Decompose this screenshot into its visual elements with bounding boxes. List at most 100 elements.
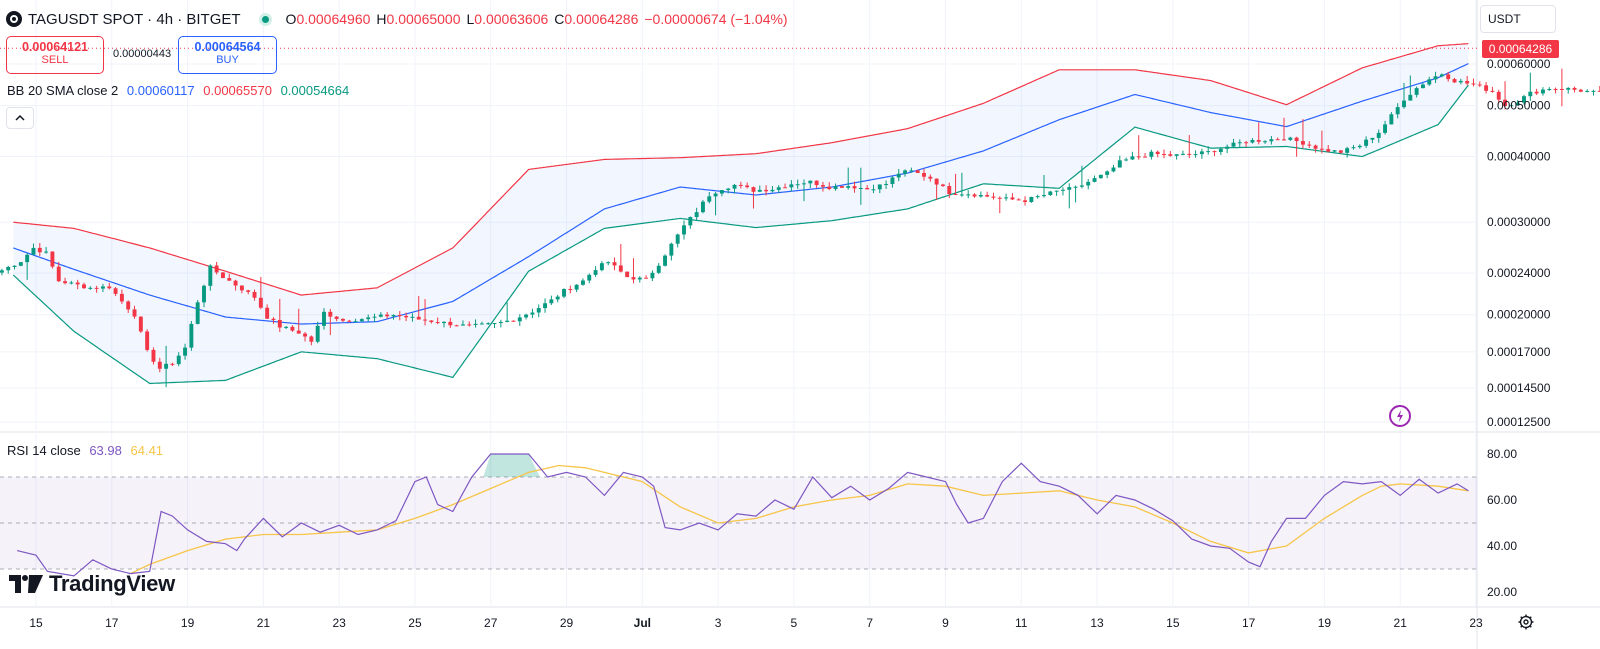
candle	[1187, 135, 1192, 159]
candle	[416, 295, 421, 320]
candle	[1566, 87, 1571, 94]
candle	[688, 216, 693, 229]
candle	[1528, 72, 1533, 101]
candle-body	[1117, 160, 1122, 168]
date-tick-label: 5	[791, 616, 798, 630]
candle-body	[107, 286, 112, 289]
bb-fill	[13, 43, 1469, 384]
candle-body	[435, 322, 440, 324]
candle-body	[1275, 139, 1280, 141]
candle	[1029, 196, 1034, 203]
price-tick-label: 0.00017000	[1487, 345, 1551, 359]
candle	[138, 316, 143, 333]
candle-body	[1174, 154, 1179, 156]
candle-body	[63, 281, 68, 284]
candle	[1162, 149, 1166, 159]
candle	[1206, 146, 1211, 155]
candle-body	[543, 303, 548, 309]
candle	[334, 316, 339, 322]
candle-body	[1597, 90, 1600, 92]
candle-body	[303, 333, 308, 337]
currency-selector[interactable]: USDT	[1480, 5, 1556, 33]
candle	[460, 320, 465, 326]
candle-body	[871, 189, 876, 191]
candle	[1256, 122, 1261, 145]
candle-body	[915, 170, 920, 173]
candle-body	[524, 314, 529, 318]
candle-body	[94, 287, 99, 289]
candle	[625, 271, 630, 278]
candle-body	[1591, 90, 1596, 92]
candle-body	[511, 320, 516, 322]
collapse-legend-button[interactable]	[6, 107, 34, 129]
candle-body	[56, 266, 61, 282]
ohlc-close: C0.00064286	[554, 11, 639, 27]
candle-body	[587, 274, 592, 281]
candle-body	[1054, 190, 1059, 192]
candle	[764, 185, 769, 196]
lightning-icon[interactable]	[1389, 405, 1411, 427]
candle-body	[498, 321, 503, 324]
price-tick-label: 0.00020000	[1487, 308, 1551, 322]
candle	[195, 300, 200, 325]
candle-body	[448, 321, 453, 326]
candle	[366, 314, 371, 322]
candle-body	[1288, 137, 1293, 140]
bb-legend[interactable]: BB 20 SMA close 2 0.00060117 0.00065570 …	[7, 83, 349, 98]
candle	[258, 277, 263, 310]
candle-body	[246, 290, 251, 292]
candle-body	[1578, 89, 1583, 92]
candle	[1307, 141, 1312, 148]
candle	[157, 357, 162, 373]
candle-body	[454, 325, 459, 327]
candle-body	[385, 314, 390, 317]
symbol-title[interactable]: TAGUSDT SPOT · 4h · BITGET	[28, 10, 241, 28]
candle	[928, 174, 933, 182]
candle	[669, 242, 674, 261]
candle-body	[877, 184, 882, 190]
candle-body	[1420, 84, 1425, 89]
candle	[1471, 78, 1476, 87]
candle-body	[1465, 80, 1470, 84]
candle-body	[1212, 151, 1217, 153]
candle	[328, 308, 333, 336]
candle-body	[176, 355, 181, 365]
candle-body	[1035, 196, 1040, 198]
candle	[1130, 151, 1135, 160]
candle	[119, 289, 124, 304]
candle-body	[151, 349, 156, 362]
candle	[978, 191, 983, 198]
candle-body	[442, 321, 446, 324]
candle	[353, 318, 358, 323]
price-tick-label: 0.00050000	[1487, 99, 1551, 113]
candle	[126, 300, 131, 313]
settings-gear-icon[interactable]	[1517, 613, 1535, 631]
candle	[214, 261, 219, 275]
candle-body	[1427, 79, 1432, 85]
candle	[587, 273, 592, 284]
candle	[922, 168, 926, 181]
buy-button[interactable]: 0.00064564 BUY	[178, 36, 277, 74]
candle	[448, 317, 453, 328]
candle	[1313, 144, 1318, 153]
candle-body	[296, 330, 301, 334]
candle	[997, 196, 1002, 214]
candle-body	[997, 197, 1002, 199]
candle	[726, 187, 731, 194]
sell-button[interactable]: 0.00064121 SELL	[6, 36, 104, 74]
candle	[322, 308, 326, 330]
tradingview-wordmark: TradingView	[49, 571, 175, 596]
candle-body	[44, 251, 49, 253]
candle	[909, 167, 914, 173]
candle	[682, 220, 686, 240]
rsi-legend[interactable]: RSI 14 close 63.98 64.41	[7, 443, 163, 458]
candle-body	[1307, 144, 1312, 146]
candle-body	[132, 309, 137, 317]
candle	[1023, 196, 1028, 206]
candle	[738, 181, 743, 189]
candle	[1288, 136, 1293, 141]
candle	[37, 242, 42, 257]
candle-body	[252, 291, 257, 298]
candle	[1509, 103, 1514, 107]
